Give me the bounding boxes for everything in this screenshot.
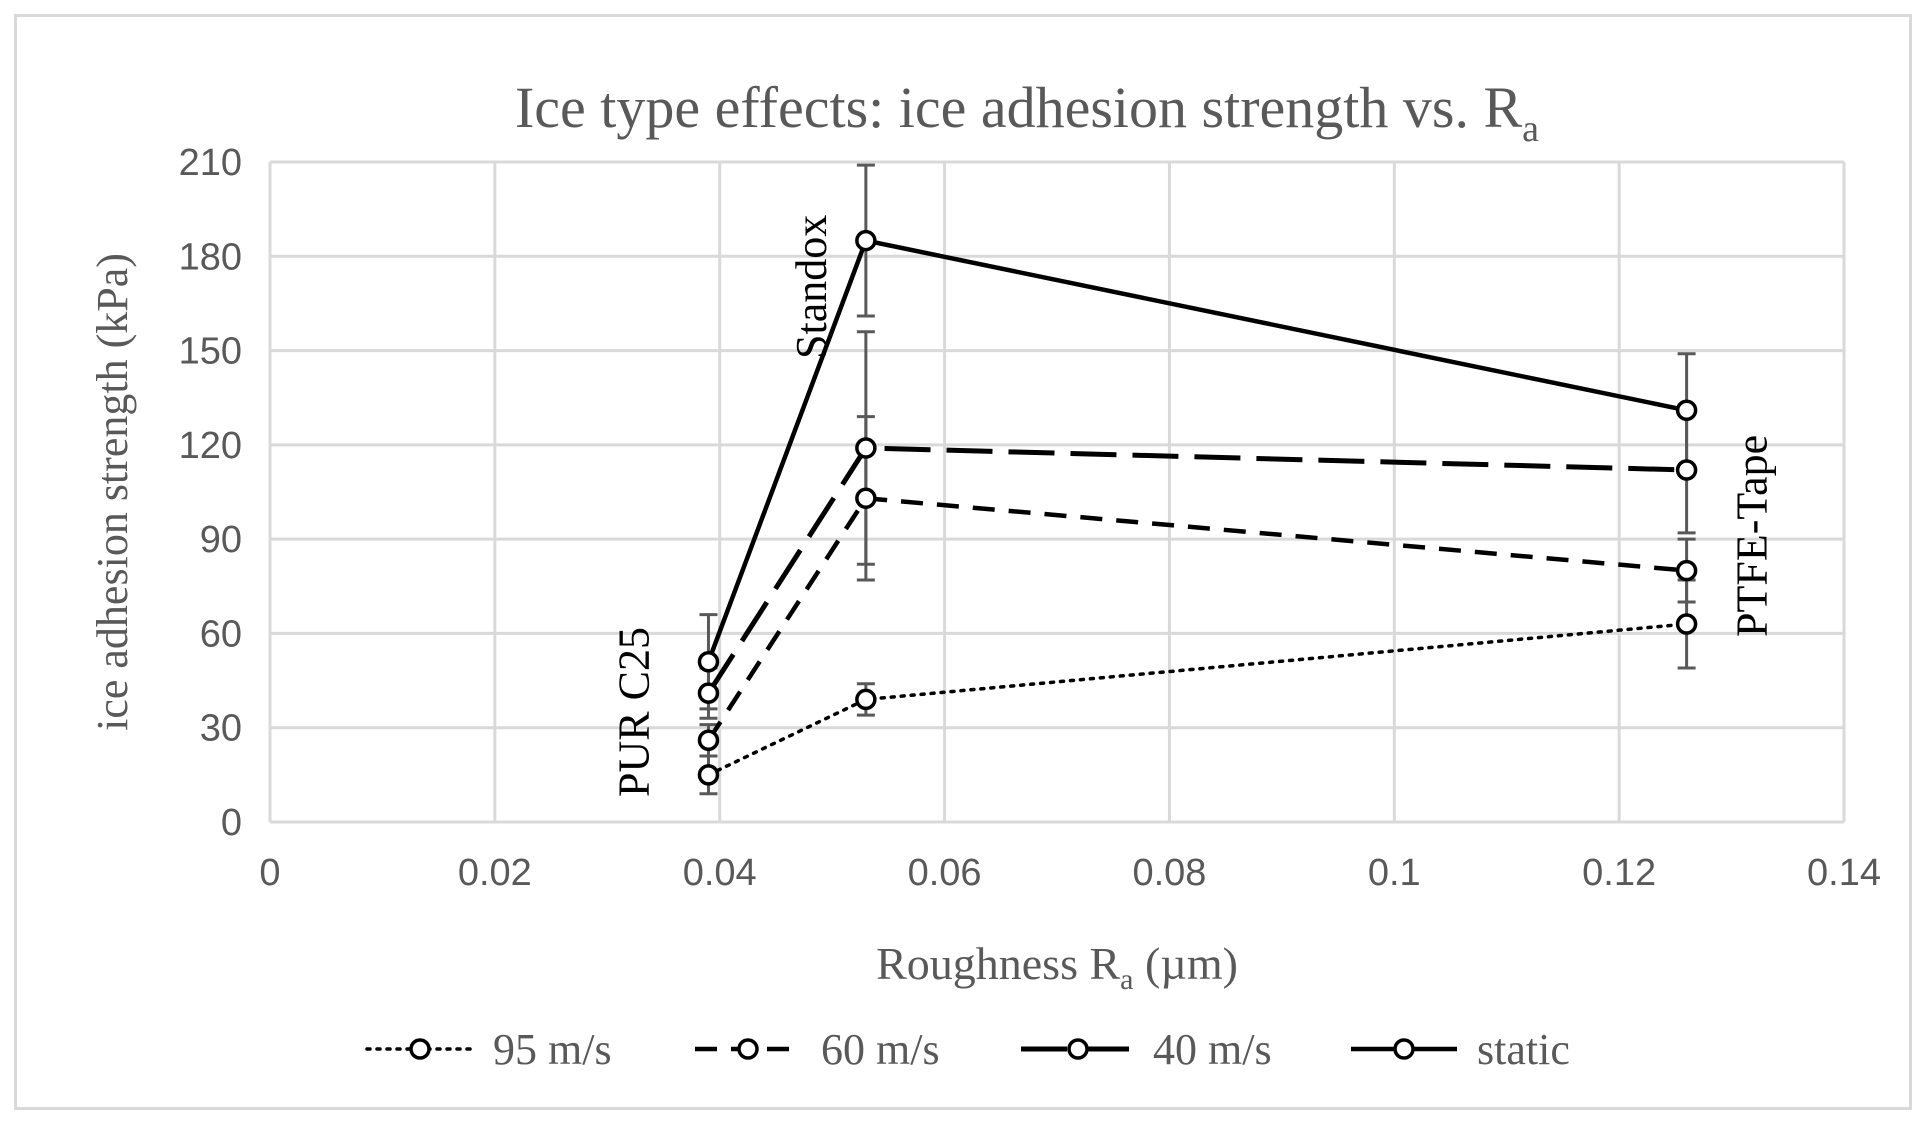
data-point [697, 650, 720, 673]
x-tick-label: 0.08 [1132, 852, 1206, 894]
title-layer: Ice type effects: ice adhesion strength … [515, 75, 1539, 150]
legend-marker-2 [1067, 1038, 1089, 1060]
y-tick-label: 150 [179, 331, 242, 373]
legend-label-2: 40 m/s [1153, 1025, 1272, 1074]
chart-title: Ice type effects: ice adhesion strength … [515, 75, 1539, 150]
errorbar-layer [699, 163, 1696, 796]
data-point [1675, 559, 1698, 582]
data-point [855, 688, 877, 711]
legend-layer: 95 m/s 60 m/s 40 m/s static [365, 1025, 1570, 1074]
legend-marker-3 [1393, 1038, 1415, 1060]
grid-layer [268, 160, 1846, 824]
data-point [855, 229, 877, 252]
legend-marker-1 [737, 1038, 759, 1060]
series-line-2 [706, 445, 1687, 695]
y-tick-label: 0 [221, 802, 242, 844]
chart-svg: 0 0.02 0.04 0.06 0.08 0.1 0.12 0.14 0 30 60 90 120 15… [88, 75, 1881, 1074]
series-layer [697, 229, 1698, 786]
x-tick-label: 0 [259, 852, 280, 894]
x-tick-label: 0.1 [1368, 852, 1421, 894]
data-point [697, 682, 720, 704]
data-point [697, 764, 720, 786]
legend-marker-0 [409, 1038, 431, 1060]
annotation-label: Standox [787, 215, 836, 359]
data-point [1675, 459, 1698, 481]
legend-label-1: 60 m/s [821, 1025, 940, 1074]
annotation-label: PUR C25 [609, 627, 658, 797]
x-tick-label: 0.12 [1582, 852, 1656, 894]
data-point [1675, 613, 1698, 635]
y-tick-label: 90 [200, 519, 242, 561]
y-tick-label: 60 [200, 613, 242, 655]
y-tick-label: 210 [179, 142, 242, 184]
series-line-3 [706, 238, 1688, 663]
x-tick-label: 0.14 [1807, 852, 1881, 894]
x-tick-label: 0.04 [683, 852, 757, 894]
y-tick-label: 180 [179, 236, 242, 278]
legend-label-0: 95 m/s [493, 1025, 612, 1074]
data-point [855, 437, 877, 459]
data-point [697, 729, 720, 752]
axis-layer: 0 0.02 0.04 0.06 0.08 0.1 0.12 0.14 0 30 60 90 120 15… [88, 142, 1881, 996]
data-point [855, 487, 877, 510]
data-point [1675, 399, 1698, 422]
x-tick-label: 0.02 [458, 852, 532, 894]
y-tick-label: 120 [179, 425, 242, 467]
y-tick-label: 30 [200, 708, 242, 750]
legend-label-3: static [1477, 1025, 1570, 1074]
annotation-label: PTFE-Tape [1728, 435, 1777, 637]
chart-frame: 0 0.02 0.04 0.06 0.08 0.1 0.12 0.14 0 30 60 90 120 15… [14, 14, 1912, 1110]
annotation-layer: PUR C25 Standox PTFE-Tape [609, 215, 1776, 797]
x-axis-label: Roughness Ra (µm) [876, 938, 1238, 996]
y-axis-label: ice adhesion strength (kPa) [88, 253, 137, 731]
x-tick-label: 0.06 [908, 852, 982, 894]
